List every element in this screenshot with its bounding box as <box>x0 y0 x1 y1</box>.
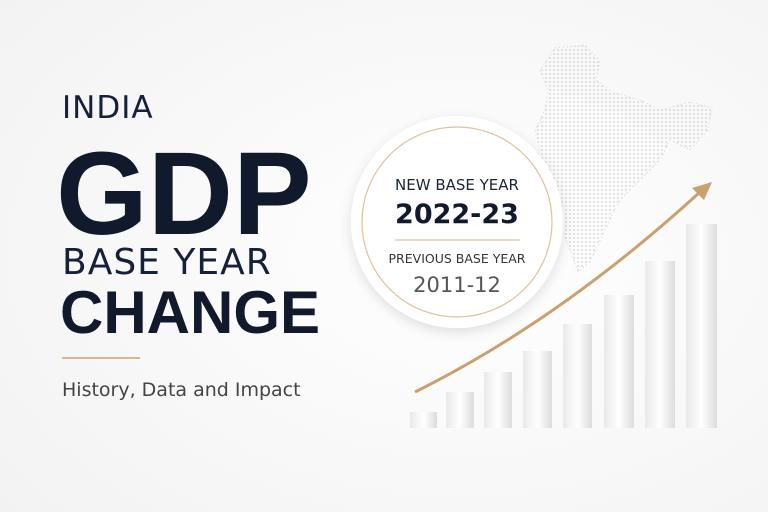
bar <box>563 324 592 428</box>
title-country: INDIA <box>62 90 154 126</box>
previous-value: 2011-12 <box>413 273 501 297</box>
badge <box>351 116 563 328</box>
growth-arrow <box>414 190 702 394</box>
new-value: 2022-23 <box>395 199 519 230</box>
title-main: GDP <box>56 128 312 260</box>
india-map <box>527 44 713 273</box>
subtitle: History, Data and Impact <box>62 379 301 401</box>
new-label: NEW BASE YEAR <box>395 176 519 194</box>
badge-ring <box>361 126 553 318</box>
title-line2: CHANGE <box>60 279 320 346</box>
bar <box>686 224 717 428</box>
previous-label: PREVIOUS BASE YEAR <box>389 251 526 266</box>
bar <box>484 372 512 428</box>
bar <box>410 412 437 428</box>
title-line1: BASE YEAR <box>62 242 272 283</box>
bar <box>604 295 634 428</box>
bar <box>645 261 675 428</box>
arrow-head <box>692 182 712 200</box>
bar <box>523 351 552 428</box>
bars <box>410 224 717 428</box>
bar <box>446 392 474 428</box>
